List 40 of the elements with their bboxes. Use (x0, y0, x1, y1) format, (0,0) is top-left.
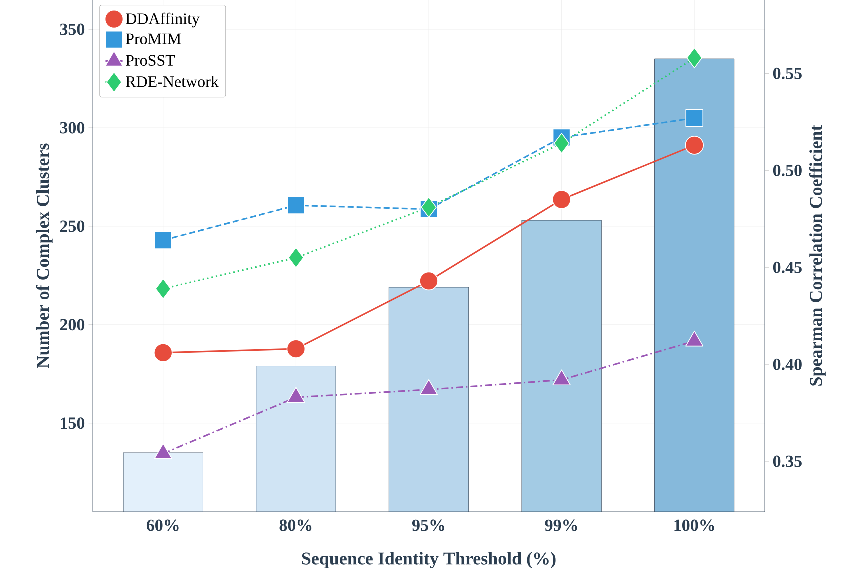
x-tick-label: 80% (280, 520, 312, 532)
x-tick-label: 100% (674, 520, 714, 532)
point (552, 370, 571, 386)
y2-tick-label: 0.50 (773, 164, 802, 176)
legend-label: ProSST (126, 55, 176, 66)
point (686, 109, 704, 128)
point (287, 196, 306, 214)
y2-tick-label: 0.35 (773, 456, 802, 468)
y-axis-title: Number of Complex Clusters (36, 144, 53, 368)
y-tick-label: 200 (60, 319, 85, 331)
point (421, 197, 437, 218)
point (286, 340, 306, 358)
point (154, 232, 172, 250)
point (420, 379, 438, 396)
legend-label: RDE-Network (126, 76, 219, 88)
y-tick-label: 350 (60, 24, 85, 36)
point (686, 330, 704, 347)
y-tick-label: 150 (61, 418, 85, 430)
point (552, 190, 572, 210)
y2-tick-label: 0.55 (773, 68, 802, 80)
point (686, 48, 703, 69)
point (155, 278, 172, 300)
point (154, 443, 172, 460)
point (554, 133, 570, 154)
point (420, 272, 438, 291)
x-axis-title: Sequence Identity Threshold (%) (302, 552, 556, 569)
y2-tick-label: 0.40 (773, 358, 802, 370)
x-tick-label: 60% (146, 520, 179, 532)
legend-label: ProMIM (126, 34, 182, 44)
x-tick-label: 99% (545, 520, 578, 532)
y-tick-label: 300 (60, 122, 85, 134)
y2-axis-title: Spearman Correlation Coefficient (809, 125, 826, 386)
point (287, 387, 306, 403)
x-tick-label: 95% (412, 520, 444, 532)
legend-label: DDAffinity (126, 12, 200, 28)
point (288, 248, 304, 268)
point (685, 136, 704, 155)
point (154, 344, 173, 362)
y2-tick-label: 0.45 (773, 262, 802, 274)
y-tick-label: 250 (60, 220, 85, 232)
